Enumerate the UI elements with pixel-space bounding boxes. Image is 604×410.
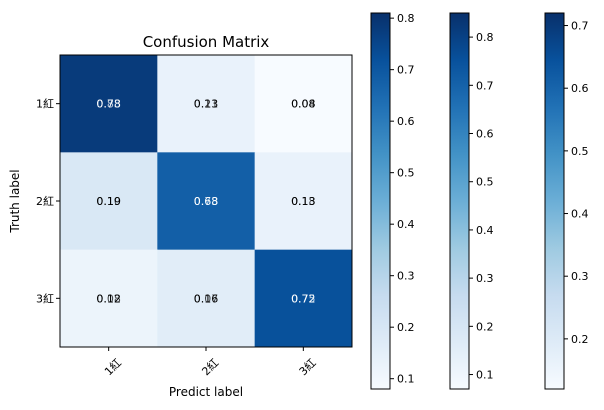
cell-overprint-label: 0.10 [96, 195, 121, 208]
colorbar-tick-label: 0.4 [476, 224, 494, 237]
colorbar-gradient [449, 12, 470, 390]
matrix-cell [157, 249, 256, 348]
colorbar: 0.2 0.3 0.4 0.5 0.6 0.7 [544, 12, 589, 390]
x-tick-label: 3紅 [297, 356, 319, 378]
colorbar-tick-label: 0.8 [397, 12, 415, 25]
cell-overprint-label: 0.21 [194, 98, 219, 111]
matrix-cell [157, 55, 256, 153]
x-axis-label: Predict label [169, 385, 243, 399]
cell-value-label: 0.13 [194, 98, 219, 111]
colorbar-tick-label: 0.4 [571, 208, 589, 221]
cell-value-label: 0.08 [291, 98, 316, 111]
matrix-cell [60, 152, 158, 251]
matrix-cell [60, 55, 158, 153]
cell-overprint-label: 0.08 [96, 292, 121, 305]
y-tick-label: 2紅 [36, 195, 54, 208]
colorbar-tick-label: 0.7 [476, 79, 494, 92]
colorbar: 0.1 0.2 0.3 0.4 0.5 0.6 0.7 0.8 [449, 12, 494, 390]
matrix-cell [157, 152, 256, 251]
colorbar: 0.1 0.2 0.3 0.4 0.5 0.6 0.7 0.8 [370, 12, 415, 390]
x-tick-label: 1紅 [102, 356, 124, 378]
cell-value-label: 0.78 [96, 98, 121, 111]
colorbars: 0.10.20.30.40.50.60.70.80.10.20.30.40.50… [370, 12, 589, 390]
colorbar-tick-label: 0.3 [397, 270, 415, 283]
colorbar-tick-label: 0.7 [397, 64, 415, 77]
colorbar-tick-label: 0.3 [476, 272, 494, 285]
cell-value-label: 0.72 [291, 292, 316, 305]
colorbar-tick-label: 0.1 [476, 369, 494, 382]
cell-value-label: 0.68 [194, 195, 219, 208]
colorbar-tick-label: 0.2 [571, 333, 589, 346]
chart-title: Confusion Matrix [143, 33, 270, 51]
cell-value-label: 0.19 [96, 195, 121, 208]
cell-overprint-label: 0.07 [194, 292, 219, 305]
colorbar-tick-label: 0.3 [571, 270, 589, 283]
colorbar-gradient [544, 12, 565, 390]
cell-value-label: 0.13 [291, 195, 316, 208]
x-tick-label: 2紅 [199, 356, 221, 378]
cell-overprint-label: 0.04 [291, 98, 316, 111]
colorbar-tick-label: 0.7 [571, 20, 589, 33]
colorbar-tick-label: 0.4 [397, 218, 415, 231]
colorbar-tick-label: 0.2 [476, 320, 494, 333]
cell-value-label: 0.12 [96, 292, 121, 305]
colorbar-tick-label: 0.6 [476, 128, 494, 141]
colorbar-tick-label: 0.1 [397, 373, 415, 386]
y-tick-label: 1紅 [36, 98, 54, 111]
colorbar-tick-label: 0.6 [397, 115, 415, 128]
colorbar-tick-label: 0.5 [571, 145, 589, 158]
y-axis-label: Truth label [8, 169, 22, 233]
colorbar-tick-label: 0.2 [397, 321, 415, 334]
matrix-cell [60, 249, 158, 348]
colorbar-tick-label: 0.5 [397, 167, 415, 180]
y-tick-label: 3紅 [36, 292, 54, 305]
matrix-cell [254, 55, 353, 153]
matrix-cell [254, 249, 353, 348]
cell-value-label: 0.16 [194, 292, 219, 305]
cell-overprint-label: 0.83 [96, 98, 121, 111]
cell-overprint-label: 0.75 [291, 292, 316, 305]
colorbar-tick-label: 0.6 [571, 82, 589, 95]
matrix-cell [254, 152, 353, 251]
colorbar-tick-label: 0.5 [476, 176, 494, 189]
cell-overprint-label: 0.18 [291, 195, 316, 208]
colorbar-gradient [370, 12, 391, 390]
matrix-cells: 0.830.78 0.210.13 0.040.080.100.19 0.730.68… [60, 55, 353, 348]
cell-overprint-label: 0.73 [194, 195, 219, 208]
colorbar-tick-label: 0.8 [476, 31, 494, 44]
